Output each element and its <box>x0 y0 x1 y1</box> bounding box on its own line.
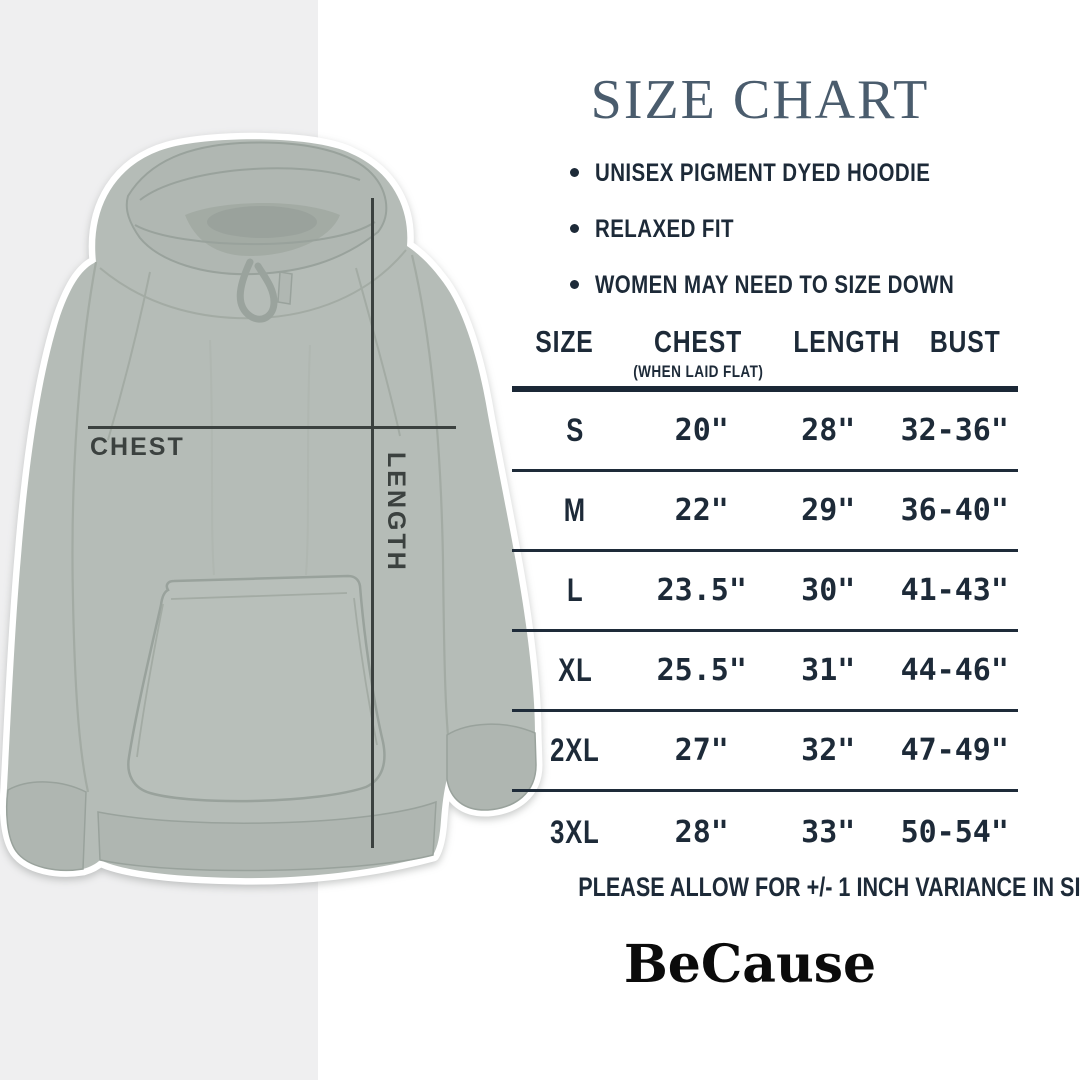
column-header-label: BUST <box>930 324 1001 359</box>
cell-size: XL <box>512 632 639 709</box>
length-measure-label: LENGTH <box>382 452 410 573</box>
cell-bust: 36-40" <box>900 493 1009 528</box>
variance-footnote: PLEASE ALLOW FOR +/- 1 INCH VARIANCE IN … <box>512 872 1080 903</box>
column-header-chest: CHEST (WHEN LAID FLAT) <box>617 318 780 386</box>
bullet-icon <box>570 224 579 233</box>
crease-line <box>305 344 311 576</box>
left-sleeve-seam <box>71 261 98 793</box>
column-header-size: SIZE <box>512 318 617 386</box>
table-row: 3XL 28" 33" 50-54" <box>512 792 1018 872</box>
brand-logo: BeCause <box>623 934 877 995</box>
cell-size: 2XL <box>512 712 639 789</box>
size-value: 2XL <box>550 732 600 768</box>
drawstring-aglet <box>277 271 293 305</box>
size-table-header: SIZE CHEST (WHEN LAID FLAT) LENGTH BUST <box>512 318 1018 392</box>
drawstring <box>236 258 278 323</box>
cell-chest: 22" <box>674 493 729 528</box>
right-sleeve-seam <box>410 254 450 737</box>
hood-fold <box>139 167 361 201</box>
bullet-icon <box>570 280 579 289</box>
hem-band <box>97 800 437 872</box>
feature-item: RELAXED FIT <box>570 214 1033 244</box>
cell-length: 31" <box>801 653 856 688</box>
feature-text: RELAXED FIT <box>595 215 734 243</box>
cell-bust: 41-43" <box>900 573 1009 608</box>
feature-item: UNISEX PIGMENT DYED HOODIE <box>570 158 1033 188</box>
cell-chest: 27" <box>674 733 729 768</box>
page-title: SIZE CHART <box>590 69 930 131</box>
cell-chest: 28" <box>674 814 729 850</box>
cell-chest: 23.5" <box>656 573 747 608</box>
cell-length: 32" <box>801 733 856 768</box>
cell-length: 33" <box>801 814 856 850</box>
size-table: SIZE CHEST (WHEN LAID FLAT) LENGTH BUST … <box>512 318 1018 872</box>
table-row: XL 25.5" 31" 44-46" <box>512 632 1018 712</box>
table-row: 2XL 27" 32" 47-49" <box>512 712 1018 792</box>
size-value: XL <box>558 652 593 688</box>
crease-line <box>209 339 215 576</box>
cell-length: 28" <box>801 413 856 448</box>
table-row: S 20" 28" 32-36" <box>512 392 1018 472</box>
cell-length: 30" <box>801 573 856 608</box>
pocket-stitch <box>136 603 164 758</box>
length-measure-line <box>371 198 374 848</box>
size-value: 3XL <box>550 813 600 850</box>
cell-chest: 25.5" <box>656 653 747 688</box>
cell-size: S <box>512 392 639 469</box>
hood-fold <box>134 221 376 246</box>
chest-note: (WHEN LAID FLAT) <box>633 362 764 381</box>
size-value: L <box>567 572 584 608</box>
cell-size: L <box>512 552 639 629</box>
column-header-length: LENGTH <box>780 318 913 386</box>
column-header-bust: BUST <box>913 318 1018 386</box>
chest-measure-line <box>88 426 456 429</box>
cell-bust: 47-49" <box>900 733 1009 768</box>
hood-inner-shadow <box>207 206 317 238</box>
cell-length: 29" <box>801 493 856 528</box>
kangaroo-pocket <box>127 574 386 803</box>
table-row: L 23.5" 30" 41-43" <box>512 552 1018 632</box>
column-header-label: LENGTH <box>792 324 900 359</box>
hoodie-product-image <box>5 139 537 879</box>
cell-size: 3XL <box>512 792 639 872</box>
feature-text: WOMEN MAY NEED TO SIZE DOWN <box>595 271 955 299</box>
left-raglan-seam <box>107 271 151 441</box>
cell-bust: 50-54" <box>900 814 1009 850</box>
left-cuff <box>5 781 87 872</box>
table-row: M 22" 29" 36-40" <box>512 472 1018 552</box>
chest-measure-label: CHEST <box>90 433 185 461</box>
feature-item: WOMEN MAY NEED TO SIZE DOWN <box>570 270 1033 300</box>
size-value: M <box>564 492 587 528</box>
cell-bust: 32-36" <box>900 413 1009 448</box>
feature-text: UNISEX PIGMENT DYED HOODIE <box>595 159 931 187</box>
bullet-icon <box>570 168 579 177</box>
cell-chest: 20" <box>674 413 729 448</box>
column-header-label: SIZE <box>535 324 594 359</box>
feature-list: UNISEX PIGMENT DYED HOODIE RELAXED FIT W… <box>570 158 1033 326</box>
pocket-stitch <box>353 597 378 746</box>
variance-footnote-text: PLEASE ALLOW FOR +/- 1 INCH VARIANCE IN … <box>578 872 1080 902</box>
cell-size: M <box>512 472 639 549</box>
size-value: S <box>566 412 585 448</box>
pocket-stitch <box>170 592 348 600</box>
column-header-label: CHEST <box>654 324 743 359</box>
cell-bust: 44-46" <box>900 653 1009 688</box>
